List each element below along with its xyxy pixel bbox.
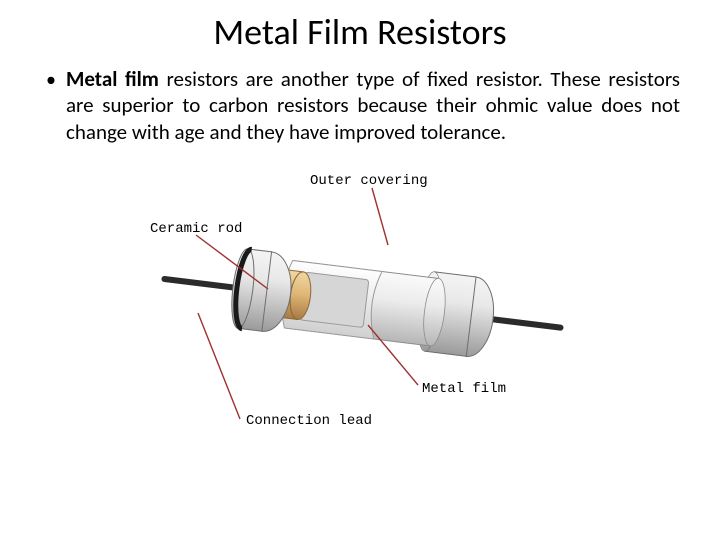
pointer-outer-covering [372,188,388,245]
resistor-svg [150,173,570,433]
label-outer-covering: Outer covering [310,173,428,189]
pointer-connection-lead [198,313,240,419]
diagram-container: Outer covering Ceramic rod Metal film Co… [40,173,680,433]
bullet-glyph: • [46,66,56,94]
label-metal-film: Metal film [422,381,506,397]
resistor-diagram: Outer covering Ceramic rod Metal film Co… [150,173,570,433]
label-ceramic-rod: Ceramic rod [150,221,242,237]
bullet-item: • Metal film resistors are another type … [40,66,680,145]
label-connection-lead: Connection lead [246,413,372,429]
body-bold: Metal film [66,66,159,92]
body-text: Metal film resistors are another type of… [66,66,680,145]
page-title: Metal Film Resistors [40,10,680,54]
body-rest: resistors are another type of fixed resi… [66,66,680,145]
